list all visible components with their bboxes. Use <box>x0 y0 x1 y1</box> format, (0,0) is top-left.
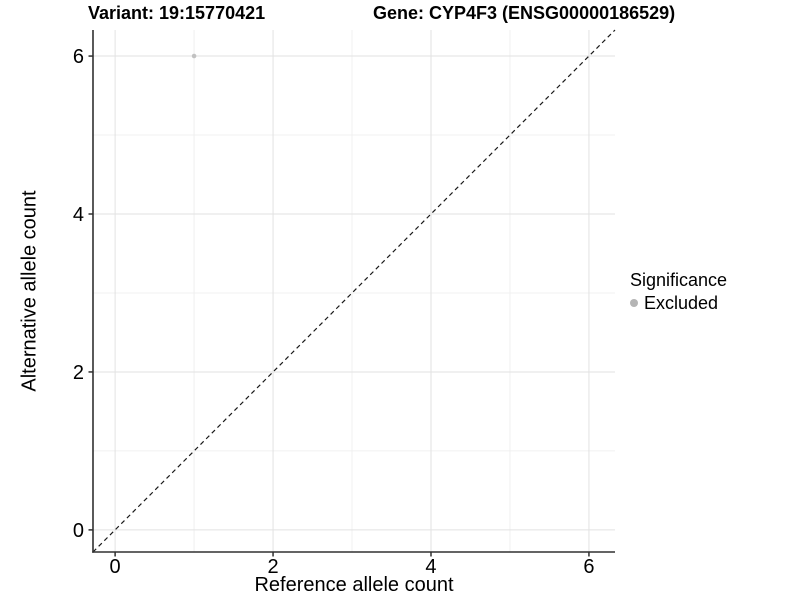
legend-item-excluded: Excluded <box>630 293 727 313</box>
identity-line <box>92 29 616 553</box>
x-axis-title: Reference allele count <box>254 574 454 596</box>
data-point <box>191 53 197 59</box>
y-tick-label: 0 <box>73 520 84 542</box>
y-tick-label: 4 <box>73 204 84 226</box>
y-tick-label: 2 <box>73 362 84 384</box>
x-tick-label: 2 <box>267 556 278 578</box>
legend-point-icon <box>630 299 638 307</box>
legend-title: Significance <box>630 270 728 290</box>
x-tick-label: 6 <box>583 556 594 578</box>
variant-title: Variant: 19:15770421 <box>88 3 266 23</box>
x-tick-label: 0 <box>110 556 121 578</box>
legend-item-label: Excluded <box>644 293 719 313</box>
gene-title: Gene: CYP4F3 (ENSG00000186529) <box>373 3 676 23</box>
x-tick-label: 4 <box>425 556 436 578</box>
legend: Significance Excluded <box>630 269 727 313</box>
y-axis-title: Alternative allele count <box>18 190 41 392</box>
y-tick-label: 6 <box>73 46 84 68</box>
